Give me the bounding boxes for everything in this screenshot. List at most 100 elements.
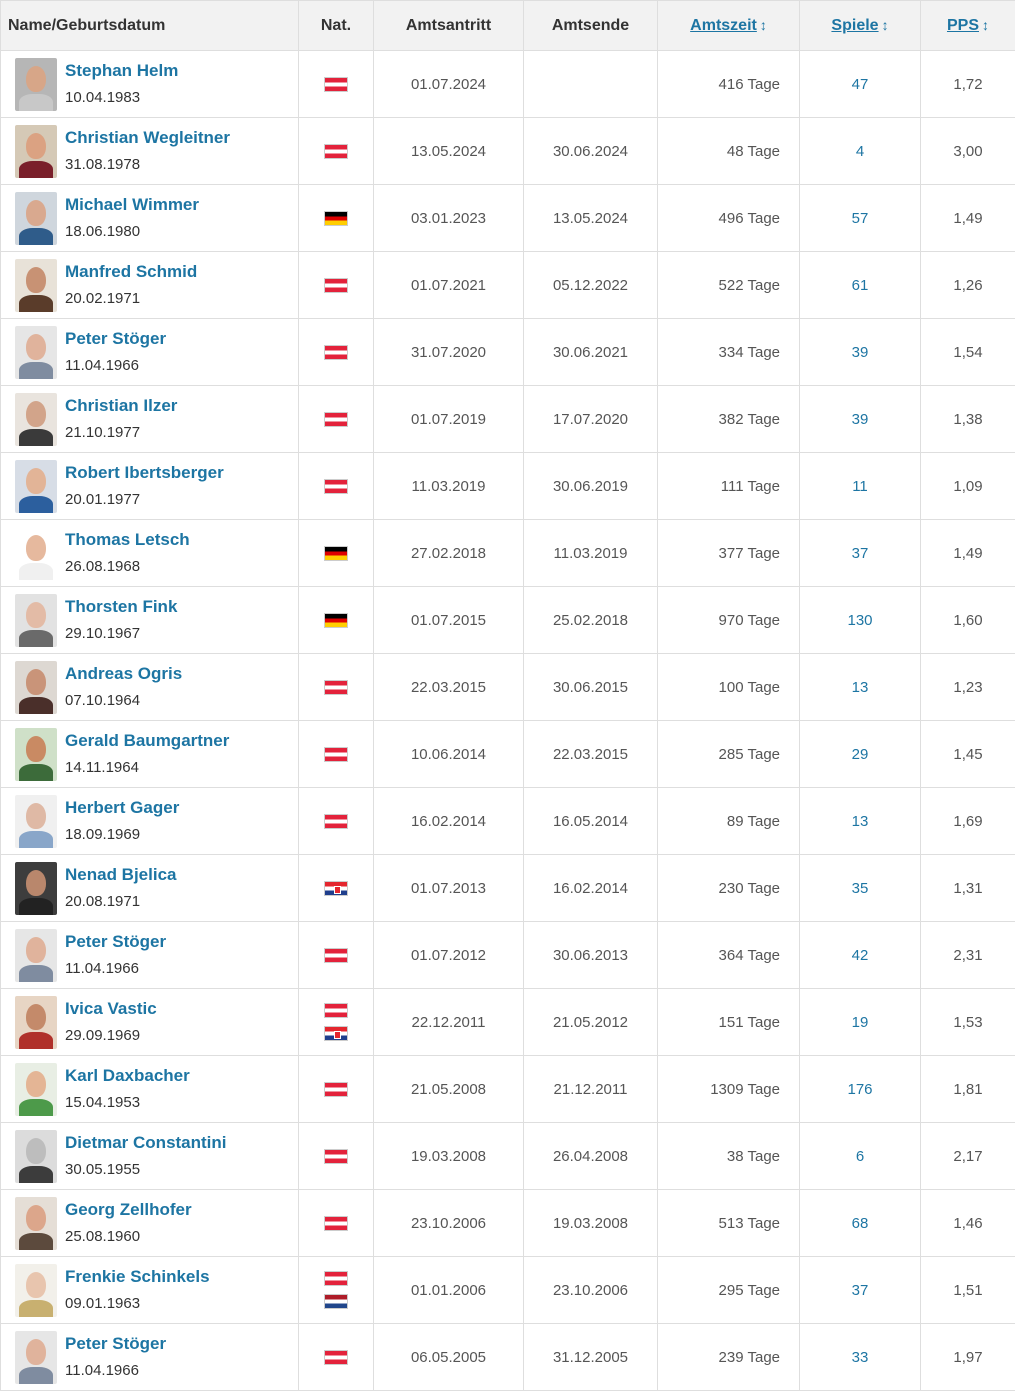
avatar[interactable]: [15, 259, 57, 312]
avatar[interactable]: [15, 594, 57, 647]
coach-name-link[interactable]: Christian Ilzer: [65, 392, 177, 419]
avatar[interactable]: [15, 1197, 57, 1250]
nationality-cell: [299, 520, 374, 587]
avatar[interactable]: [15, 1264, 57, 1317]
games-link[interactable]: 6: [800, 1123, 921, 1190]
games-link[interactable]: 42: [800, 922, 921, 989]
games-link[interactable]: 130: [800, 587, 921, 654]
games-link[interactable]: 4: [800, 118, 921, 185]
avatar-face: [26, 736, 46, 762]
coach-name-link[interactable]: Karl Daxbacher: [65, 1062, 190, 1089]
nationality-cell: [299, 1056, 374, 1123]
avatar[interactable]: [15, 996, 57, 1049]
coach-name-link[interactable]: Peter Stöger: [65, 1330, 166, 1357]
avatar[interactable]: [15, 1130, 57, 1183]
coach-name-link[interactable]: Thomas Letsch: [65, 526, 190, 553]
avatar[interactable]: [15, 1063, 57, 1116]
games-link[interactable]: 13: [800, 788, 921, 855]
table-row: Karl Daxbacher 15.04.1953 21.05.2008 21.…: [1, 1056, 1015, 1123]
games-link[interactable]: 61: [800, 252, 921, 319]
games-link[interactable]: 13: [800, 654, 921, 721]
sort-icon[interactable]: ↕: [760, 17, 767, 33]
table-row: Peter Stöger 11.04.1966 31.07.2020 30.06…: [1, 319, 1015, 386]
end-date: 30.06.2015: [524, 654, 658, 721]
avatar[interactable]: [15, 1331, 57, 1384]
birth-date: 29.10.1967: [65, 620, 177, 647]
avatar-face: [26, 334, 46, 360]
avatar-face: [26, 870, 46, 896]
avatar[interactable]: [15, 393, 57, 446]
coach-name-link[interactable]: Michael Wimmer: [65, 191, 199, 218]
coach-name-link[interactable]: Peter Stöger: [65, 325, 166, 352]
games-link[interactable]: 19: [800, 989, 921, 1056]
avatar-body: [19, 161, 53, 178]
avatar[interactable]: [15, 58, 57, 111]
person-info: Frenkie Schinkels 09.01.1963: [65, 1263, 210, 1317]
header-games[interactable]: Spiele↕: [800, 1, 921, 51]
coach-name-link[interactable]: Andreas Ogris: [65, 660, 182, 687]
sort-games-link[interactable]: Spiele: [831, 17, 878, 34]
avatar[interactable]: [15, 929, 57, 982]
games-link[interactable]: 176: [800, 1056, 921, 1123]
coach-name-link[interactable]: Georg Zellhofer: [65, 1196, 192, 1223]
games-link[interactable]: 11: [800, 453, 921, 520]
coach-name-link[interactable]: Peter Stöger: [65, 928, 166, 955]
coach-name-link[interactable]: Gerald Baumgartner: [65, 727, 229, 754]
sort-tenure-link[interactable]: Amtszeit: [690, 17, 757, 34]
flag-at-icon: [324, 278, 348, 293]
avatar[interactable]: [15, 326, 57, 379]
flag-at-icon: [324, 1216, 348, 1231]
flag-at-icon: [324, 1149, 348, 1164]
avatar[interactable]: [15, 192, 57, 245]
person-info: Thorsten Fink 29.10.1967: [65, 593, 177, 647]
flags: [299, 412, 373, 427]
start-date: 01.07.2015: [374, 587, 524, 654]
flag-at-icon: [324, 1271, 348, 1286]
sort-icon[interactable]: ↕: [982, 17, 989, 33]
games-link[interactable]: 33: [800, 1324, 921, 1391]
sort-pps-link[interactable]: PPS: [947, 17, 979, 34]
avatar-face: [26, 401, 46, 427]
games-link[interactable]: 57: [800, 185, 921, 252]
avatar[interactable]: [15, 527, 57, 580]
games-link[interactable]: 37: [800, 1257, 921, 1324]
games-link[interactable]: 35: [800, 855, 921, 922]
coach-name-link[interactable]: Robert Ibertsberger: [65, 459, 224, 486]
avatar[interactable]: [15, 661, 57, 714]
avatar[interactable]: [15, 125, 57, 178]
avatar[interactable]: [15, 862, 57, 915]
header-tenure[interactable]: Amtszeit↕: [658, 1, 800, 51]
avatar[interactable]: [15, 460, 57, 513]
header-pps[interactable]: PPS↕: [921, 1, 1015, 51]
end-date: 13.05.2024: [524, 185, 658, 252]
person-info: Ivica Vastic 29.09.1969: [65, 995, 157, 1049]
coach-name-link[interactable]: Herbert Gager: [65, 794, 179, 821]
end-date: 30.06.2013: [524, 922, 658, 989]
coach-name-link[interactable]: Thorsten Fink: [65, 593, 177, 620]
flags: [299, 144, 373, 159]
tenure: 416 Tage: [658, 51, 800, 118]
flags: [299, 1350, 373, 1365]
flag-at-icon: [324, 1350, 348, 1365]
avatar[interactable]: [15, 728, 57, 781]
coach-name-link[interactable]: Manfred Schmid: [65, 258, 197, 285]
coach-name-link[interactable]: Frenkie Schinkels: [65, 1263, 210, 1290]
coach-name-link[interactable]: Nenad Bjelica: [65, 861, 177, 888]
avatar[interactable]: [15, 795, 57, 848]
points-per-game: 3,00: [921, 118, 1015, 185]
games-link[interactable]: 47: [800, 51, 921, 118]
games-link[interactable]: 39: [800, 386, 921, 453]
end-date: 26.04.2008: [524, 1123, 658, 1190]
coach-name-link[interactable]: Dietmar Constantini: [65, 1129, 227, 1156]
sort-icon[interactable]: ↕: [882, 17, 889, 33]
games-link[interactable]: 68: [800, 1190, 921, 1257]
coach-name-link[interactable]: Stephan Helm: [65, 57, 178, 84]
table-row: Michael Wimmer 18.06.1980 03.01.2023 13.…: [1, 185, 1015, 252]
games-link[interactable]: 39: [800, 319, 921, 386]
end-date: 16.02.2014: [524, 855, 658, 922]
coach-name-link[interactable]: Christian Wegleitner: [65, 124, 230, 151]
games-link[interactable]: 29: [800, 721, 921, 788]
games-link[interactable]: 37: [800, 520, 921, 587]
coach-name-link[interactable]: Ivica Vastic: [65, 995, 157, 1022]
points-per-game: 1,09: [921, 453, 1015, 520]
